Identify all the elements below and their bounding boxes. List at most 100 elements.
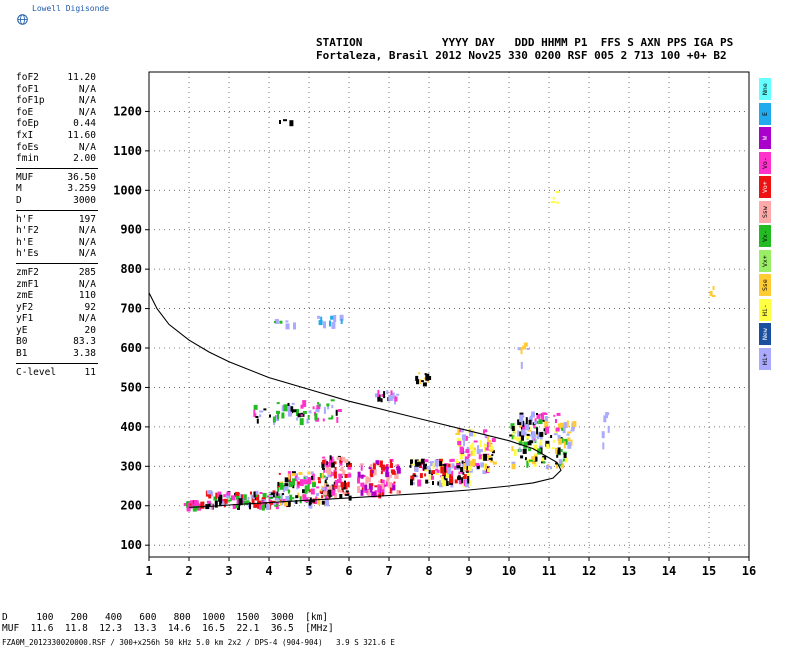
echo-point — [377, 484, 381, 492]
param-row-zmf1: zmF1 N/A — [16, 279, 96, 291]
echo-point — [298, 414, 303, 417]
param-row-he: h'E N/A — [16, 237, 96, 249]
echo-cluster — [253, 399, 342, 426]
echo-point — [323, 491, 327, 496]
echo-point — [360, 482, 365, 487]
echo-point — [556, 454, 559, 458]
echo-point — [567, 437, 571, 442]
echo-point — [322, 459, 326, 464]
echo-point — [263, 498, 267, 502]
echo-point — [272, 490, 276, 495]
echo-point — [487, 436, 490, 444]
echo-point — [327, 462, 330, 464]
y-tick-label: 400 — [120, 420, 142, 434]
echo-cluster — [550, 191, 560, 204]
echo-cluster — [273, 319, 296, 330]
echo-point — [545, 426, 550, 434]
echo-point — [360, 489, 364, 496]
echo-point — [388, 482, 393, 489]
echo-point — [423, 463, 427, 471]
echo-point — [390, 392, 395, 395]
echo-point — [553, 433, 558, 436]
echo-point — [461, 460, 464, 464]
echo-point — [533, 456, 538, 462]
echo-point — [395, 464, 397, 467]
echo-point — [279, 120, 281, 124]
echo-point — [522, 448, 527, 454]
echo-point — [436, 469, 440, 473]
echo-point — [223, 494, 228, 498]
echo-point — [469, 444, 473, 450]
echo-point — [517, 430, 520, 437]
param-value: 20 — [84, 324, 96, 336]
echo-point — [601, 431, 605, 439]
echo-point — [273, 502, 276, 506]
echo-point — [520, 347, 523, 355]
echo-point — [519, 412, 524, 415]
echo-point — [415, 375, 419, 381]
echo-point — [411, 463, 415, 466]
echo-point — [550, 466, 552, 470]
y-tick-label: 700 — [120, 302, 142, 316]
echo-point — [525, 457, 527, 461]
param-row-clevel: C-level 11 — [16, 367, 96, 379]
param-row-ye: yE 20 — [16, 325, 96, 337]
legend-entry: W — [759, 127, 771, 149]
echo-point — [255, 494, 260, 501]
echo-point — [416, 379, 419, 385]
echo-point — [447, 463, 451, 471]
x-tick-label: 3 — [225, 564, 232, 578]
echo-point — [539, 431, 544, 437]
echo-point — [338, 476, 342, 483]
echo-point — [381, 483, 384, 490]
echo-point — [302, 489, 306, 494]
echo-point — [367, 477, 371, 483]
echo-point — [412, 481, 415, 485]
echo-point — [296, 487, 299, 490]
echo-point — [369, 469, 373, 477]
echo-point — [540, 438, 543, 442]
param-value: 3.38 — [73, 348, 96, 360]
echo-point — [412, 473, 416, 476]
echo-point — [517, 347, 522, 351]
echo-point — [527, 441, 532, 446]
echo-point — [446, 472, 450, 478]
echo-point — [429, 461, 434, 467]
echo-point — [336, 456, 341, 460]
x-tick-label: 12 — [582, 564, 596, 578]
echo-point — [457, 428, 461, 435]
x-tick-label: 14 — [662, 564, 676, 578]
echo-point — [322, 467, 325, 470]
echo-point — [484, 445, 487, 453]
echo-point — [486, 442, 489, 449]
x-tick-label: 10 — [502, 564, 516, 578]
x-tick-label: 8 — [425, 564, 432, 578]
echo-point — [439, 480, 443, 488]
echo-point — [285, 320, 289, 323]
echo-point — [467, 453, 471, 457]
param-row-b0: B0 83.3 — [16, 336, 96, 348]
echo-point — [274, 491, 277, 494]
echo-point — [314, 501, 318, 504]
echo-point — [525, 424, 530, 431]
echo-point — [276, 402, 280, 405]
echo-point — [393, 481, 396, 484]
echo-point — [386, 476, 390, 482]
echo-point — [467, 471, 471, 478]
echo-point — [236, 492, 240, 500]
param-label: MUF — [16, 171, 34, 183]
muf-frequency-row: MUF 11.6 11.8 12.3 13.3 14.6 16.5 22.1 3… — [2, 623, 334, 634]
echo-point — [469, 460, 474, 467]
echo-point — [259, 410, 264, 413]
echo-point — [345, 482, 348, 490]
echo-point — [424, 373, 427, 376]
echo-point — [223, 498, 228, 504]
echo-point — [570, 429, 575, 432]
echo-point — [341, 486, 344, 492]
echo-point — [426, 466, 431, 470]
echo-point — [247, 496, 250, 500]
echo-point — [491, 438, 496, 443]
echo-point — [364, 490, 369, 493]
echo-point — [308, 489, 311, 493]
echo-point — [253, 404, 258, 410]
